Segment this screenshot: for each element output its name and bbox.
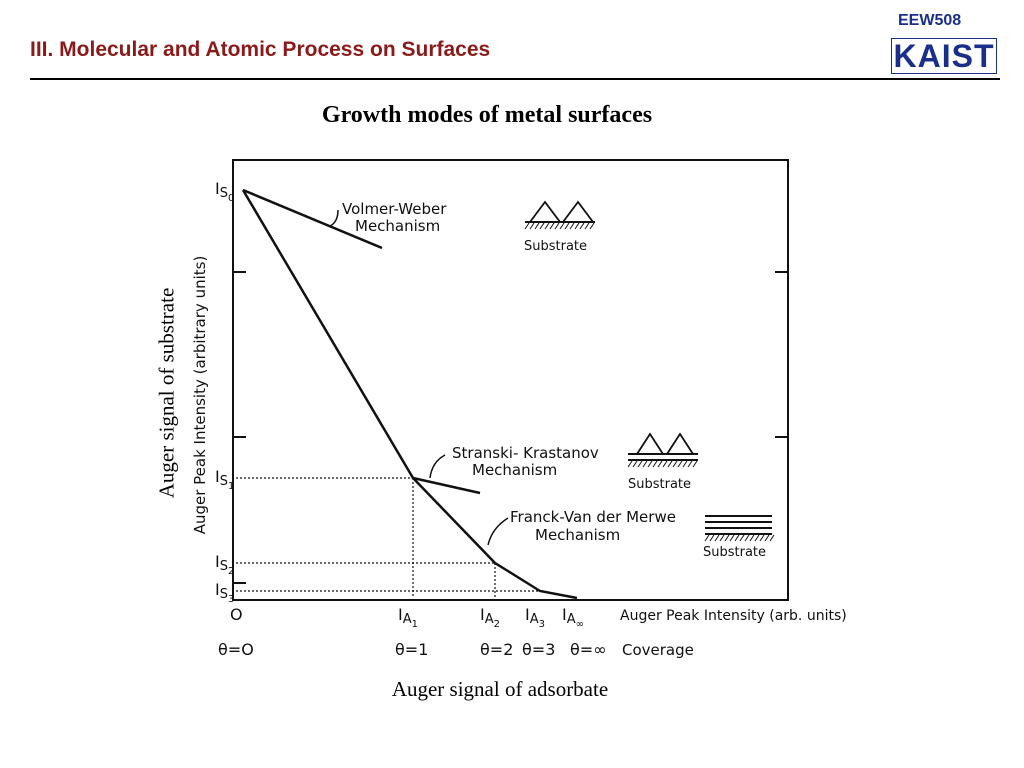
substrate-hatch: [744, 534, 750, 542]
leader-line: [329, 209, 339, 227]
substrate-hatch: [652, 460, 658, 468]
mechanism-label: Stranski- Krastanov: [452, 444, 599, 462]
substrate-hatch: [729, 534, 735, 542]
y-tick-label: IS3: [215, 580, 234, 605]
substrate-hatch: [642, 460, 648, 468]
substrate-hatch: [709, 534, 715, 542]
x-tick-label: IA2: [480, 605, 500, 630]
substrate-hatch: [584, 222, 590, 230]
substrate-hatch: [662, 460, 668, 468]
slide-title: III. Molecular and Atomic Process on Sur…: [30, 38, 491, 61]
substrate-hatch: [632, 460, 638, 468]
kaist-logo: KAIST: [891, 38, 997, 74]
vw-curve: [242, 188, 383, 250]
substrate-label: Substrate: [703, 545, 766, 560]
origin-label: O: [230, 605, 243, 624]
coverage-title: Coverage: [622, 641, 694, 659]
x-tick-label: IA∞: [562, 605, 584, 630]
substrate-hatch: [714, 534, 720, 542]
substrate-hatch: [529, 222, 535, 230]
figure-title: Growth modes of metal surfaces: [321, 102, 653, 128]
substrate-hatch: [682, 460, 688, 468]
y-tick-label: IS2: [215, 552, 234, 577]
y-axis-label: Auger Peak Intensity (arbitrary units): [191, 256, 209, 535]
substrate-hatch: [554, 222, 560, 230]
substrate-hatch: [749, 534, 755, 542]
island: [635, 432, 665, 455]
mechanism-label: Mechanism: [472, 461, 557, 479]
substrate-hatch: [524, 222, 530, 230]
substrate-hatch: [739, 534, 745, 542]
substrate-hatch: [754, 534, 760, 542]
substrate-hatch: [667, 460, 673, 468]
mechanism-label: Franck-Van der Merwe: [510, 508, 676, 526]
fvdm-curve: [241, 189, 578, 600]
substrate-hatch: [724, 534, 730, 542]
substrate-hatch: [677, 460, 683, 468]
plot-frame: [232, 159, 789, 601]
y-tick-label: IS1: [215, 467, 234, 492]
x-tick-label: IA1: [398, 605, 418, 630]
substrate-hatch: [734, 534, 740, 542]
substrate-hatch: [574, 222, 580, 230]
substrate-hatch: [534, 222, 540, 230]
substrate-hatch: [769, 534, 775, 542]
x-axis-label: Auger Peak Intensity (arb. units): [620, 608, 847, 624]
substrate-hatch: [549, 222, 555, 230]
substrate-hatch: [704, 534, 710, 542]
course-code: EEW508: [898, 12, 962, 29]
substrate-hatch: [564, 222, 570, 230]
substrate-hatch: [589, 222, 595, 230]
leader-line: [429, 454, 446, 479]
substrate-hatch: [719, 534, 725, 542]
substrate-hatch: [544, 222, 550, 230]
coverage-label: θ=2: [480, 640, 513, 659]
coverage-label: θ=1: [395, 640, 428, 659]
mechanism-label: Mechanism: [355, 217, 440, 235]
substrate-label: Substrate: [524, 239, 587, 254]
substrate-label: Substrate: [628, 477, 691, 492]
substrate-hatch: [687, 460, 693, 468]
mechanism-label: Mechanism: [535, 526, 620, 544]
substrate-hatch: [647, 460, 653, 468]
coverage-label: θ=3: [522, 640, 555, 659]
x-tick-label: IA3: [525, 605, 545, 630]
substrate-hatch: [759, 534, 765, 542]
y-tick-label: IS0: [215, 179, 234, 204]
x-caption: Auger signal of adsorbate: [391, 677, 609, 701]
island: [561, 200, 595, 223]
substrate-hatch: [692, 460, 698, 468]
substrate-hatch: [657, 460, 663, 468]
substrate-hatch: [559, 222, 565, 230]
substrate-hatch: [627, 460, 633, 468]
mechanism-label: Volmer-Weber: [342, 200, 447, 218]
substrate-hatch: [637, 460, 643, 468]
substrate-hatch: [672, 460, 678, 468]
leader-line: [487, 517, 509, 546]
island: [665, 432, 695, 455]
coverage-label: θ=∞: [570, 640, 607, 659]
island: [528, 200, 562, 223]
substrate-hatch: [579, 222, 585, 230]
substrate-hatch: [764, 534, 770, 542]
coverage-label: θ=O: [218, 640, 254, 659]
substrate-hatch: [569, 222, 575, 230]
header-divider: [30, 78, 1000, 80]
substrate-hatch: [539, 222, 545, 230]
sk-curve: [412, 476, 481, 495]
